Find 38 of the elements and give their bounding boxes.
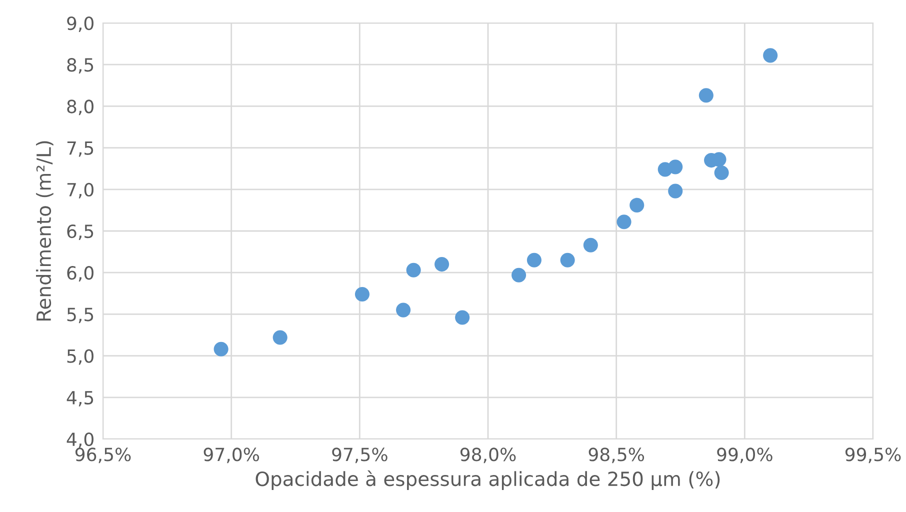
x-tick-label: 98,0% (460, 448, 516, 464)
y-tick-label: 6,0 (67, 266, 94, 282)
point (512, 268, 526, 282)
y-tick-label: 7,5 (67, 141, 94, 157)
point (214, 342, 228, 356)
point (763, 48, 778, 63)
x-tick-label: 98,5% (588, 448, 644, 464)
point (354, 286, 370, 302)
point (668, 160, 683, 174)
y-tick-label: 5,5 (67, 308, 94, 324)
y-tick-label: 6,5 (67, 224, 94, 240)
y-axis-title: Rendimento (m²/L) (36, 141, 54, 321)
x-tick-label: 97,0% (204, 448, 260, 464)
point (560, 252, 575, 268)
y-tick-label: 7,0 (67, 182, 94, 198)
x-tick-label: 97,5% (332, 448, 388, 464)
point (668, 184, 683, 198)
point (714, 165, 729, 180)
point (583, 238, 598, 252)
y-tick-label: 4,0 (66, 432, 94, 448)
y-tick-label: 8,5 (67, 58, 94, 74)
x-tick-label: 99,5% (845, 448, 901, 464)
y-tick-label: 8,0 (67, 100, 94, 116)
point (396, 302, 411, 318)
x-tick-label: 96,5% (75, 448, 131, 464)
point (698, 88, 714, 103)
x-tick-label: 99,0% (717, 448, 772, 464)
point (616, 214, 632, 230)
point (272, 330, 288, 345)
point (455, 310, 470, 325)
point (434, 256, 450, 272)
y-tick-label: 9,0 (67, 16, 94, 32)
point (526, 252, 542, 268)
point (406, 262, 421, 278)
point (630, 198, 644, 212)
y-tick-label: 4,5 (66, 391, 94, 406)
x-axis-title: Opacidade à espessura aplicada de 250 µm (%) (256, 470, 720, 490)
y-tick-label: 5,0 (67, 349, 94, 365)
